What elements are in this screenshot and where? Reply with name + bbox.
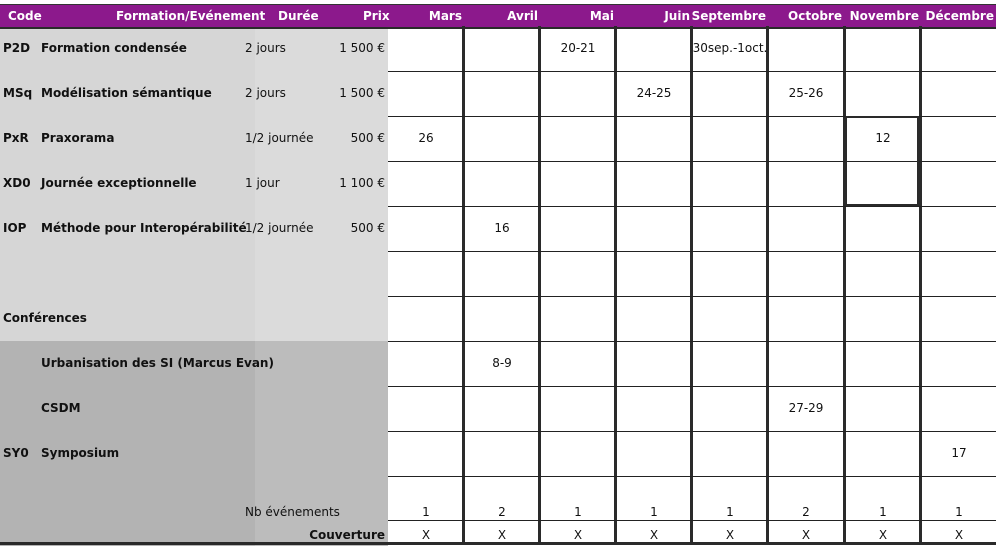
coverage-value[interactable]: X [725,528,735,542]
row-duree[interactable]: 1/2 journée [245,221,314,235]
row-code[interactable]: P2D [3,41,31,55]
column-divider [919,26,922,544]
header-duree[interactable]: Durée [278,9,319,23]
row-name[interactable]: Urbanisation des SI (Marcus Evan) [41,356,274,370]
header-month-3[interactable]: Juin [664,9,690,23]
row-divider [388,476,996,477]
overlay-band [255,26,388,546]
nb-events-value[interactable]: 1 [574,505,582,519]
coverage-label: Couverture [309,528,385,542]
bottom-border [0,542,996,545]
header-month-1[interactable]: Avril [507,9,538,23]
column-divider [843,26,846,544]
month-cell[interactable]: 30sep.-1oct. [692,41,768,55]
row-prix[interactable]: 500 € [350,221,385,235]
row-divider [388,520,996,521]
column-divider [766,26,769,544]
header-month-4[interactable]: Septembre [691,9,766,23]
row-name[interactable]: Modélisation sémantique [41,86,212,100]
row-divider [388,431,996,432]
nb-events-value[interactable]: 1 [422,505,430,519]
header-month-6[interactable]: Novembre [849,9,919,23]
column-header-row: Code Formation/Evénement Durée Prix Mars… [0,4,996,29]
row-duree[interactable]: 2 jours [245,86,286,100]
column-divider [538,26,541,544]
row-name[interactable]: Praxorama [41,131,115,145]
row-divider [388,251,996,252]
row-prix[interactable]: 1 100 € [339,176,385,190]
column-divider [614,26,617,544]
coverage-value[interactable]: X [573,528,583,542]
nb-events-label: Nb événements [245,505,340,519]
row-code[interactable]: MSq [3,86,33,100]
row-code[interactable]: XD0 [3,176,31,190]
header-formation[interactable]: Formation/Evénement [116,9,266,23]
row-duree[interactable]: 1 jour [245,176,280,190]
row-divider [388,386,996,387]
nb-events-value[interactable]: 1 [726,505,734,519]
month-cell[interactable]: 26 [418,131,434,145]
left-background-lower [0,341,388,546]
row-name[interactable]: Formation condensée [41,41,187,55]
nb-events-value[interactable]: 2 [802,505,810,519]
month-cell[interactable]: 8-9 [492,356,512,370]
row-prix[interactable]: 500 € [350,131,385,145]
header-code[interactable]: Code [8,9,42,23]
row-code[interactable]: IOP [3,221,27,235]
month-cell[interactable]: 27-29 [788,401,824,415]
row-name[interactable]: CSDM [41,401,81,415]
row-divider [388,296,996,297]
row-divider [388,161,996,162]
row-name[interactable]: Symposium [41,446,120,460]
row-code[interactable]: Conférences [3,311,87,325]
coverage-value[interactable]: X [649,528,659,542]
coverage-value[interactable]: X [878,528,888,542]
month-cell[interactable]: 16 [494,221,510,235]
row-divider [388,341,996,342]
row-divider [388,206,996,207]
column-divider [462,26,465,544]
month-cell[interactable]: 25-26 [788,86,824,100]
row-prix[interactable]: 1 500 € [339,86,385,100]
row-duree[interactable]: 1/2 journée [245,131,314,145]
coverage-value[interactable]: X [497,528,507,542]
row-name[interactable]: Méthode pour Interopérabilité [41,221,247,235]
coverage-value[interactable]: X [954,528,964,542]
row-divider [388,71,996,72]
coverage-value[interactable]: X [421,528,431,542]
month-cell[interactable]: 24-25 [636,86,672,100]
header-month-7[interactable]: Décembre [925,9,994,23]
nb-events-value[interactable]: 2 [498,505,506,519]
nb-events-value[interactable]: 1 [879,505,887,519]
nb-events-value[interactable]: 1 [650,505,658,519]
nb-events-value[interactable]: 1 [955,505,963,519]
header-prix[interactable]: Prix [363,9,390,23]
row-duree[interactable]: 2 jours [245,41,286,55]
header-month-0[interactable]: Mars [428,9,462,23]
selected-range-border [845,116,919,206]
month-cell[interactable]: 20-21 [560,41,596,55]
month-cell[interactable]: 12 [875,131,891,145]
header-month-2[interactable]: Mai [589,9,614,23]
row-code[interactable]: SY0 [3,446,29,460]
row-divider [388,116,996,117]
header-month-5[interactable]: Octobre [788,9,842,23]
column-divider [690,26,693,544]
month-cell[interactable]: 17 [951,446,967,460]
row-prix[interactable]: 1 500 € [339,41,385,55]
row-name[interactable]: Journée exceptionnelle [41,176,197,190]
row-code[interactable]: PxR [3,131,29,145]
coverage-value[interactable]: X [801,528,811,542]
